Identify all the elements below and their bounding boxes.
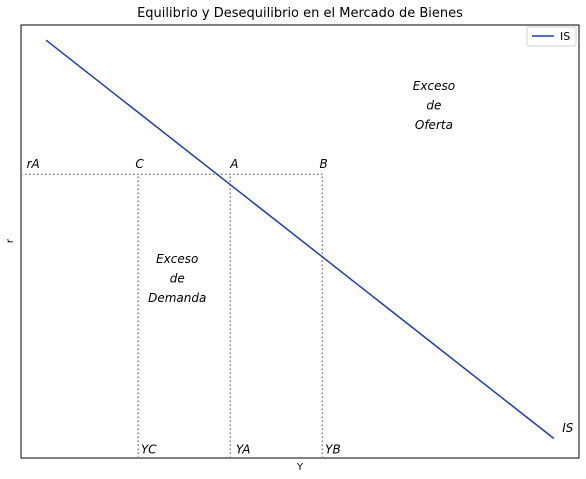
region-annotation-line: de bbox=[170, 272, 185, 286]
region-annotation-line: Oferta bbox=[415, 118, 453, 132]
point-label: YA bbox=[236, 443, 251, 457]
series-lines bbox=[45, 39, 555, 440]
chart-title: Equilibrio y Desequilibrio en el Mercado… bbox=[137, 6, 463, 21]
point-label: C bbox=[135, 157, 144, 171]
legend: IS bbox=[526, 26, 577, 47]
point-label: A bbox=[229, 157, 238, 171]
x-axis-label: Y bbox=[296, 462, 304, 473]
point-label: rA bbox=[27, 157, 40, 171]
legend-label-is: IS bbox=[560, 30, 570, 43]
region-annotation-line: de bbox=[426, 98, 441, 112]
region-annotation-line: Demanda bbox=[148, 291, 206, 305]
point-label: B bbox=[320, 157, 328, 171]
y-axis-label: r bbox=[5, 238, 16, 243]
reference-lines bbox=[21, 173, 324, 458]
point-label: YC bbox=[141, 443, 157, 457]
region-annotation-line: Exceso bbox=[413, 79, 455, 93]
point-labels: rA C A B YC YA YB IS bbox=[27, 157, 574, 457]
point-label: IS bbox=[562, 421, 574, 435]
plot-frame bbox=[20, 24, 580, 459]
point-label: YB bbox=[325, 443, 341, 457]
region-annotation-line: Exceso bbox=[156, 252, 198, 266]
region-annotations: Exceso de Oferta Exceso de Demanda bbox=[148, 79, 455, 305]
series-line-is bbox=[45, 39, 555, 440]
